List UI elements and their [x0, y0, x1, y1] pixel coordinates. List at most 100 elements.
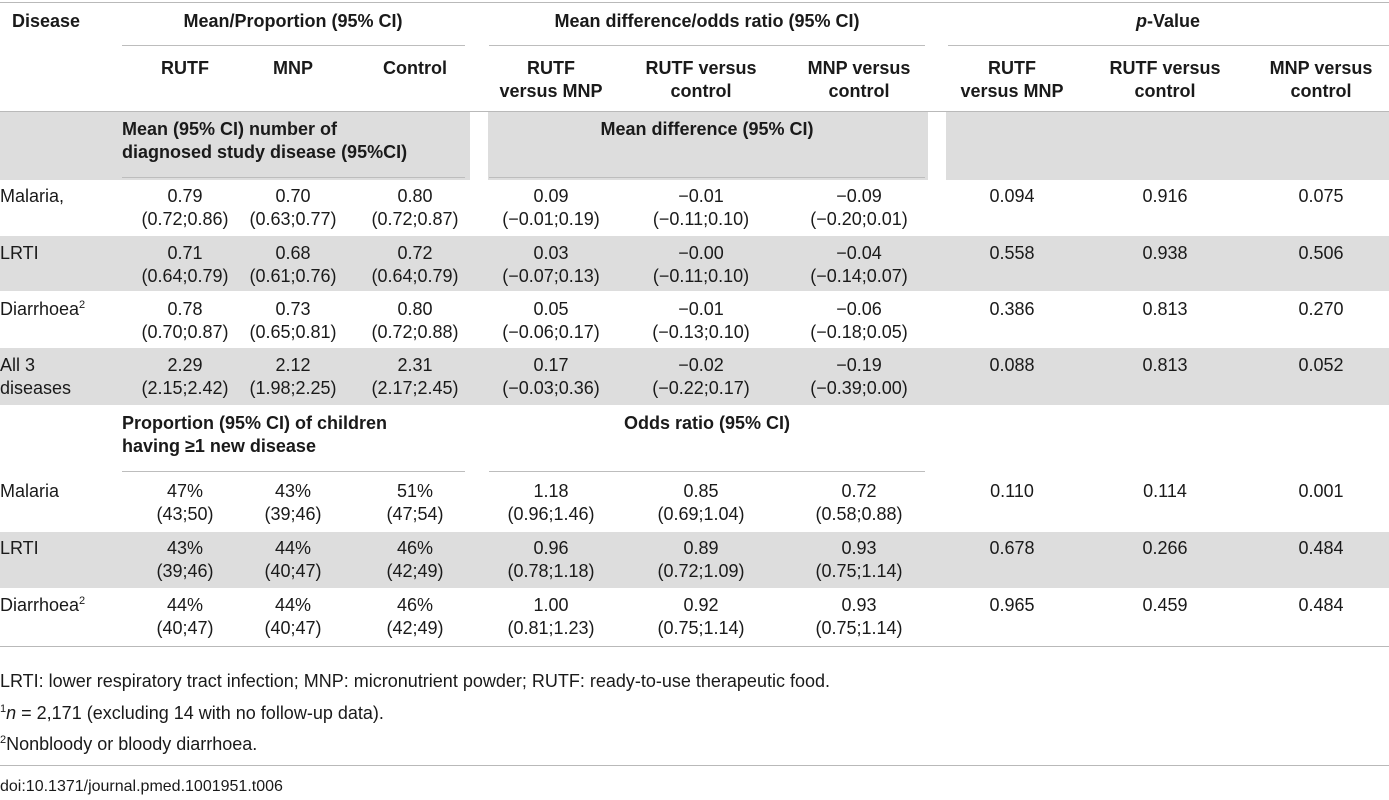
table-cell: (0.72;0.86)	[141, 209, 229, 229]
table-cell: −0.19	[836, 355, 882, 375]
table-cell: 2.29	[167, 355, 203, 375]
table-cell: (0.78;1.18)	[507, 561, 595, 581]
table-cell: (0.63;0.77)	[249, 209, 337, 229]
p-value-cell: 0.270	[1298, 299, 1344, 319]
p-value-cell: 0.459	[1142, 595, 1188, 615]
doi-label: doi:10.1371/journal.pmed.1001951.t006	[0, 778, 283, 795]
p-value-cell: 0.506	[1298, 243, 1344, 263]
table-cell: (0.70;0.87)	[141, 322, 229, 342]
header-rule	[0, 111, 1389, 112]
table-cell: (0.81;1.23)	[507, 618, 595, 638]
p-value-cell: 0.965	[989, 595, 1035, 615]
table-cell: 44%	[166, 595, 204, 615]
table-cell: 0.80	[397, 299, 433, 319]
table-cell: (−0.01;0.19)	[502, 209, 600, 229]
table-cell: (0.65;0.81)	[249, 322, 337, 342]
group-underline	[122, 45, 465, 46]
table-cell: (40;47)	[264, 618, 322, 638]
section-underline	[122, 177, 465, 178]
p-value-cell: 0.386	[989, 299, 1035, 319]
diarrhoea-footnote: 2Nonbloody or bloody diarrhoea.	[0, 734, 258, 754]
table-cell: (39;46)	[156, 561, 214, 581]
disease-label: Malaria	[0, 481, 60, 501]
table-cell: 0.89	[683, 538, 719, 558]
table-cell: (0.75;1.14)	[815, 618, 903, 638]
row-band	[0, 236, 1389, 291]
disease-label: LRTI	[0, 538, 39, 558]
p-value-cell: 0.094	[989, 186, 1035, 206]
disease-label: Diarrhoea2	[0, 595, 86, 615]
p-value-cell: 0.678	[989, 538, 1035, 558]
table-cell: 0.71	[167, 243, 203, 263]
table-cell: (39;46)	[264, 504, 322, 524]
table-cell: −0.09	[836, 186, 882, 206]
table-cell: 0.72	[397, 243, 433, 263]
column-header: RUTF	[527, 58, 575, 78]
p-value-cell: 0.916	[1142, 186, 1188, 206]
table-cell: (0.72;0.88)	[371, 322, 459, 342]
p-value-cell: 0.075	[1298, 186, 1344, 206]
mean-proportion-group-header: Mean/Proportion (95% CI)	[183, 11, 403, 31]
p-value-cell: 0.114	[1143, 481, 1187, 501]
disease-label: Diarrhoea2	[0, 299, 86, 319]
table-cell: (0.72;1.09)	[657, 561, 745, 581]
table-cell: 0.17	[533, 355, 569, 375]
table-cell: 0.93	[841, 595, 877, 615]
column-header: control	[1134, 81, 1196, 101]
table-cell: 0.79	[167, 186, 203, 206]
table-cell: −0.01	[678, 299, 724, 319]
table-cell: (42;49)	[386, 561, 444, 581]
table-cell: (−0.11;0.10)	[652, 209, 750, 229]
disease-label: All 3	[0, 355, 36, 375]
section-statistic-title: Odds ratio (95% CI)	[623, 413, 791, 433]
table-cell: −0.01	[678, 186, 724, 206]
table-cell: (47;54)	[386, 504, 444, 524]
table-cell: 0.93	[841, 538, 877, 558]
table-cell: (2.17;2.45)	[371, 378, 459, 398]
column-header: RUTF versus	[1109, 58, 1221, 78]
section-underline	[122, 471, 465, 472]
table-cell: 0.85	[683, 481, 719, 501]
doi-rule	[0, 765, 1389, 766]
table-cell: (40;47)	[156, 618, 214, 638]
table-cell: (−0.07;0.13)	[502, 266, 600, 286]
p-value-cell: 0.813	[1142, 355, 1188, 375]
table-cell: (−0.18;0.05)	[810, 322, 908, 342]
top-rule	[0, 2, 1389, 3]
table-cell: 2.12	[275, 355, 311, 375]
table-cell: 51%	[396, 481, 434, 501]
table-cell: (−0.14;0.07)	[810, 266, 908, 286]
table-cell: (42;49)	[386, 618, 444, 638]
table-cell: (−0.39;0.00)	[810, 378, 908, 398]
p-value-cell: 0.938	[1142, 243, 1188, 263]
column-header: control	[828, 81, 890, 101]
column-header: MNP	[273, 58, 313, 78]
table-cell: (0.61;0.76)	[249, 266, 337, 286]
p-value-cell: 0.110	[990, 481, 1034, 501]
abbreviations-footnote: LRTI: lower respiratory tract infection;…	[0, 671, 830, 691]
column-header: control	[670, 81, 732, 101]
table-cell: (0.72;0.87)	[371, 209, 459, 229]
p-value-cell: 0.813	[1142, 299, 1188, 319]
table-cell: (0.75;1.14)	[657, 618, 745, 638]
table-cell: 1.18	[533, 481, 569, 501]
sample-size-footnote: 1n = 2,171 (excluding 14 with no follow-…	[0, 703, 384, 723]
p-value-cell: 0.001	[1298, 481, 1344, 501]
table-cell: 0.05	[533, 299, 569, 319]
section-underline	[489, 177, 925, 178]
column-header: RUTF	[161, 58, 209, 78]
table-cell: 47%	[166, 481, 204, 501]
table-cell: (−0.22;0.17)	[652, 378, 750, 398]
mean-difference-group-header: Mean difference/odds ratio (95% CI)	[554, 11, 860, 31]
table-cell: (0.96;1.46)	[507, 504, 595, 524]
table-cell: 0.78	[167, 299, 203, 319]
table-cell: 2.31	[397, 355, 433, 375]
row-band	[0, 348, 1389, 405]
table-cell: (−0.13;0.10)	[652, 322, 750, 342]
table-cell: (−0.06;0.17)	[502, 322, 600, 342]
section-title: Proportion (95% CI) of children	[122, 413, 388, 433]
table-cell: 0.68	[275, 243, 311, 263]
section-statistic-title: Mean difference (95% CI)	[600, 119, 814, 139]
table-cell: 43%	[274, 481, 312, 501]
column-header: RUTF versus	[645, 58, 757, 78]
